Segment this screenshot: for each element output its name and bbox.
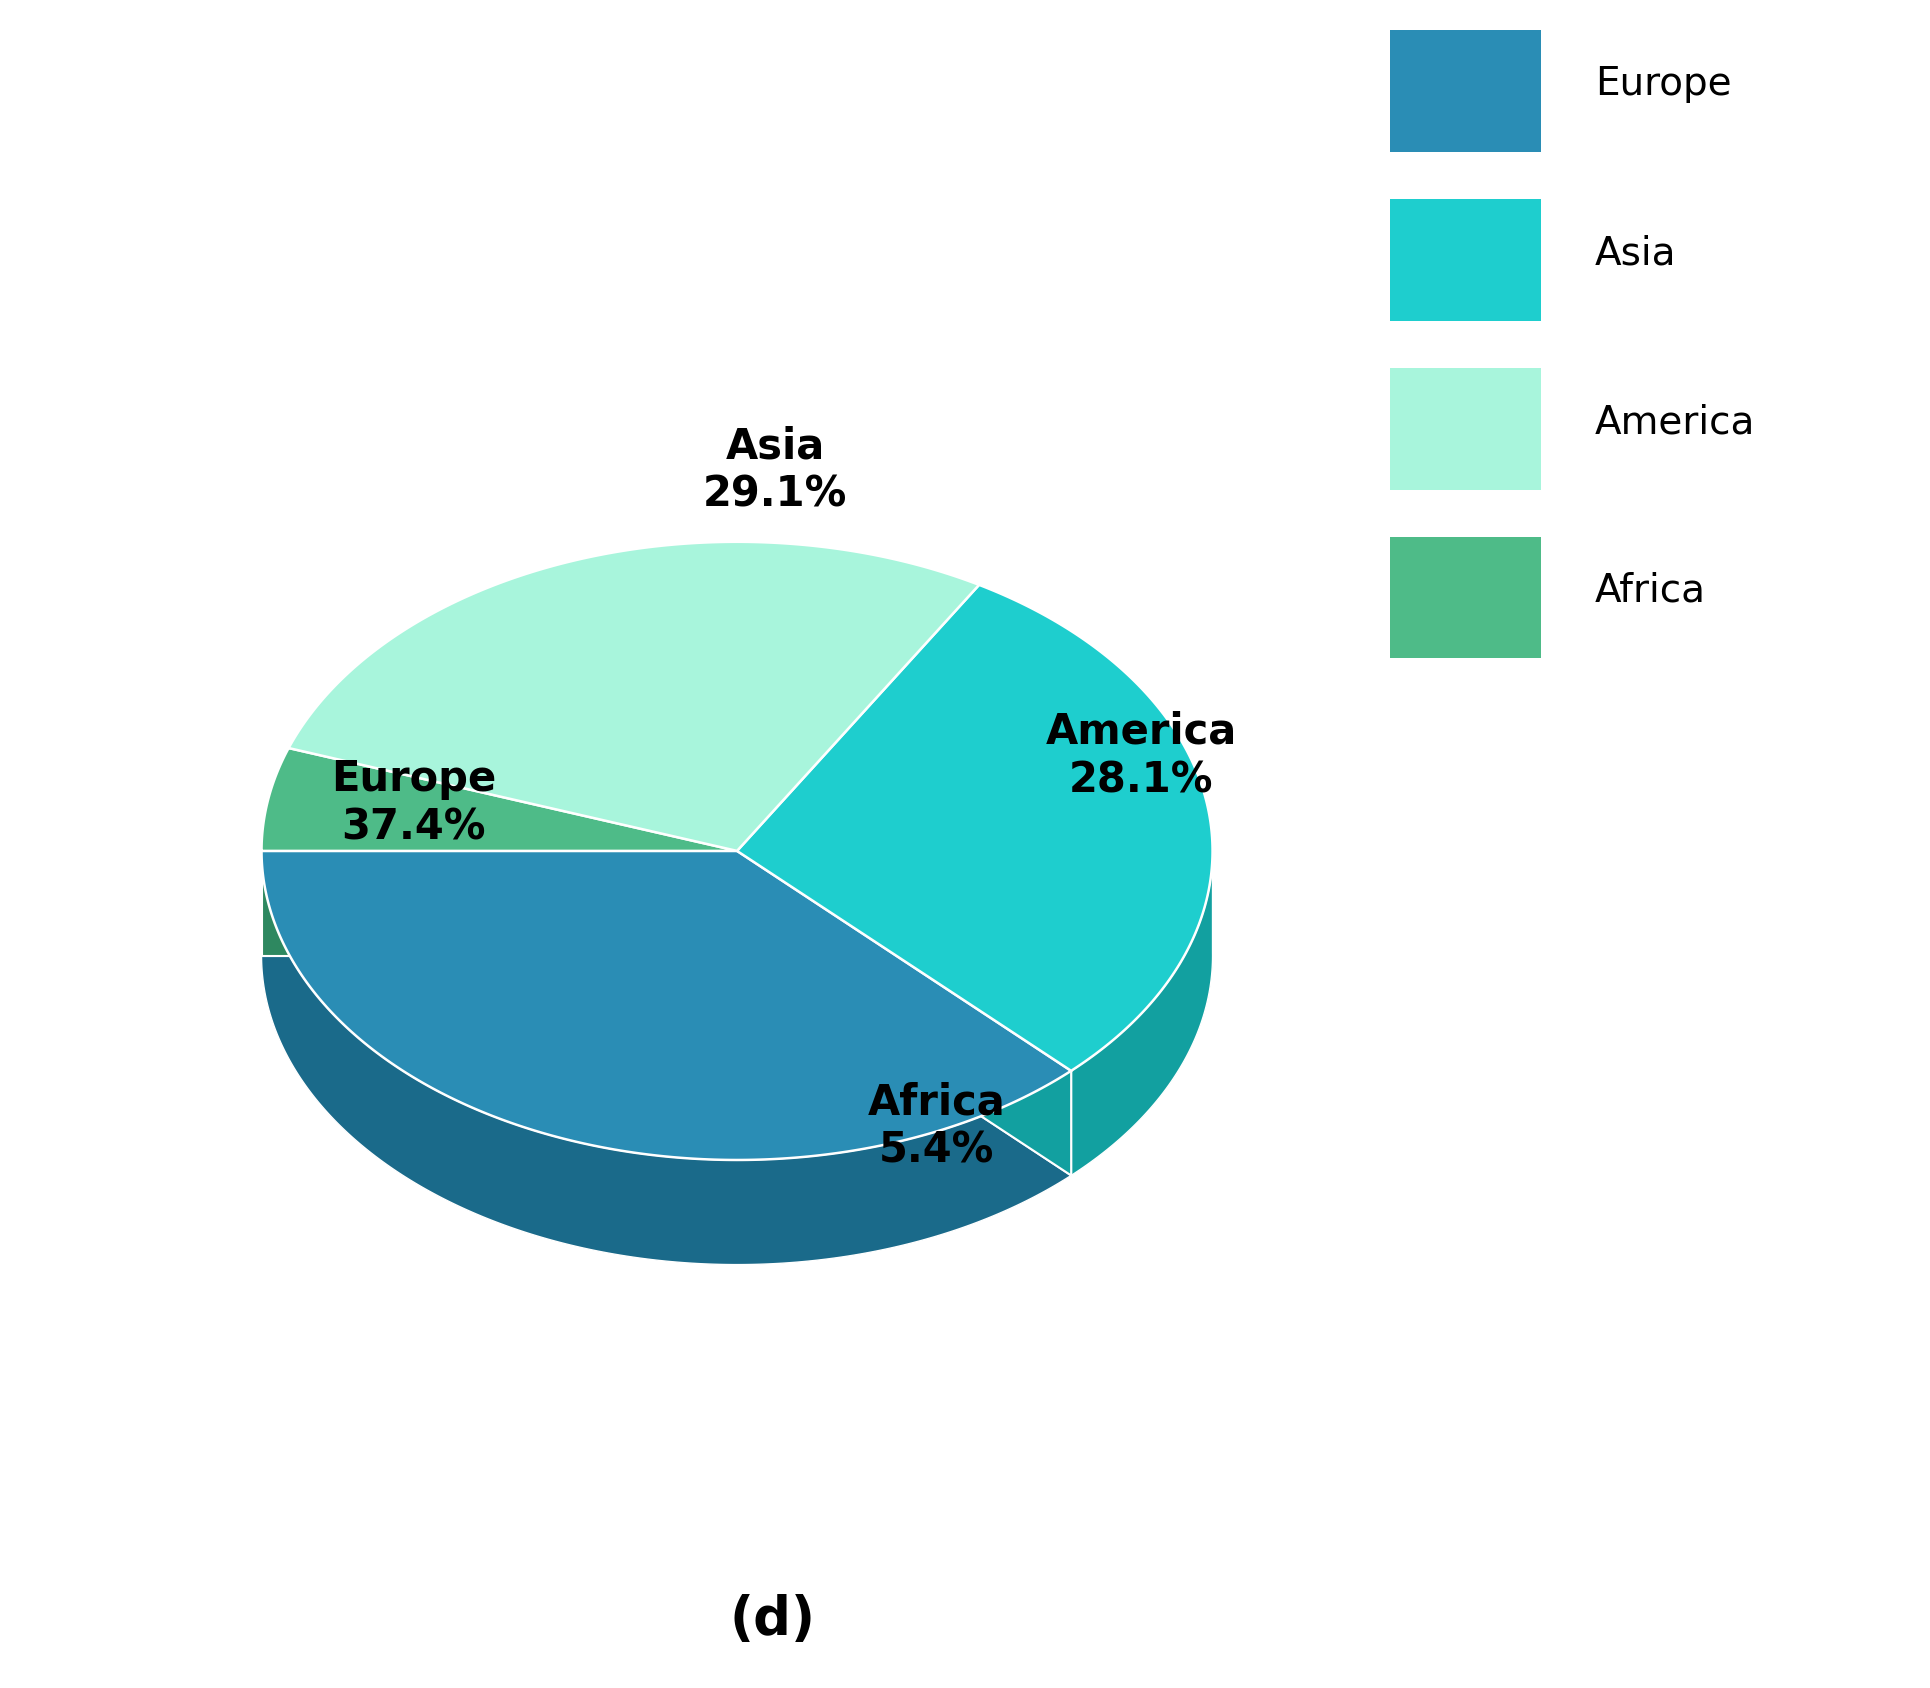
Polygon shape [737,851,1071,1175]
Text: Africa: Africa [1594,572,1706,609]
Text: Europe: Europe [1594,66,1731,103]
Polygon shape [262,851,1071,1264]
Text: America: America [1594,403,1754,441]
Text: Europe
37.4%: Europe 37.4% [332,758,496,849]
FancyBboxPatch shape [1390,199,1540,321]
FancyBboxPatch shape [1390,30,1540,152]
Polygon shape [262,852,737,955]
Polygon shape [262,851,737,955]
FancyBboxPatch shape [1390,537,1540,658]
Polygon shape [737,851,1071,1175]
Polygon shape [1071,847,1212,1175]
Polygon shape [737,584,1212,1070]
Polygon shape [262,851,737,955]
Polygon shape [262,851,1071,1160]
Text: Asia
29.1%: Asia 29.1% [703,425,847,517]
Text: America
28.1%: America 28.1% [1046,711,1237,802]
Polygon shape [262,955,1071,1264]
Polygon shape [290,647,979,955]
Text: (d): (d) [730,1595,814,1646]
Polygon shape [737,689,1212,1175]
Text: Asia: Asia [1594,235,1677,272]
Polygon shape [262,748,737,851]
Text: Africa
5.4%: Africa 5.4% [868,1082,1006,1171]
FancyBboxPatch shape [1390,368,1540,490]
Polygon shape [290,542,979,851]
